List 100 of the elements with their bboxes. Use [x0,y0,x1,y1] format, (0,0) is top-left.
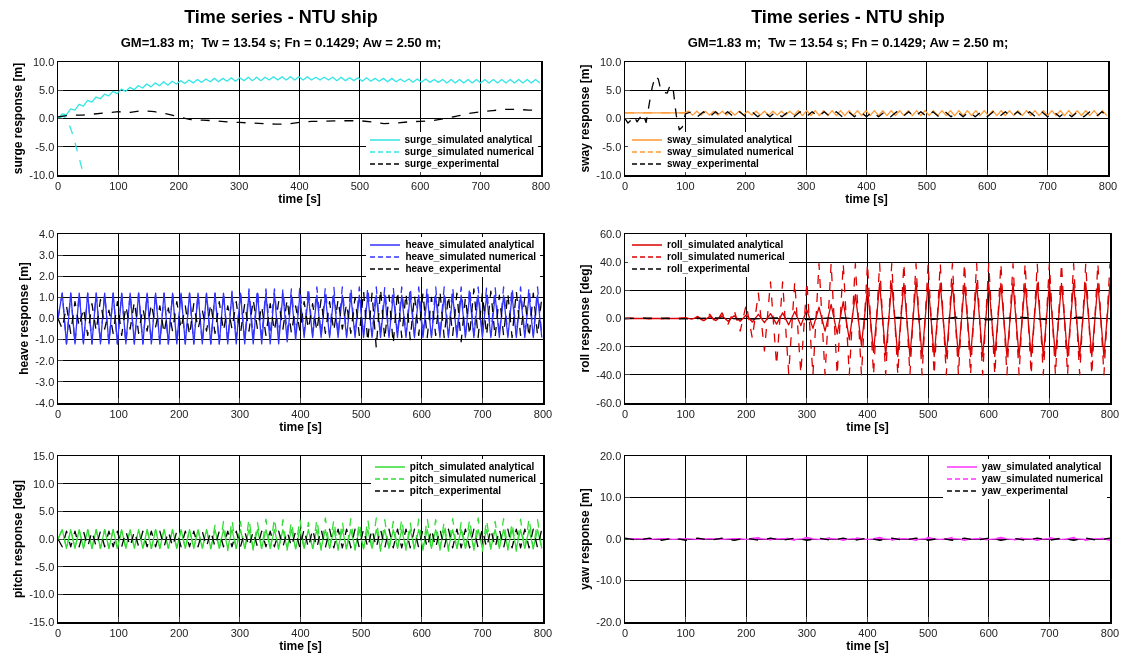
x-axis-title: time [s] [278,191,321,206]
chart-subtitle: GM=1.83 m; Tw = 13.54 s; Fn = 0.1429; Aw = 2.50 m; [120,34,442,50]
y-tick-label: 3.0 [39,248,55,261]
y-axis-title: pitch response [deg] [10,479,25,599]
x-tick-label: 300 [230,407,250,420]
x-tick-label: 400 [858,626,877,639]
x-tick-label: 200 [170,407,189,420]
x-tick-label: 800 [531,179,551,192]
y-tick-label: 20.0 [599,284,622,297]
x-tick-label: 800 [1098,179,1118,192]
x-tick-label: 400 [857,179,876,192]
legend-label: sway_simulated analytical [667,134,793,146]
legend-label: heave_simulated analytical [405,239,535,251]
legend-label: pitch_experimental [409,485,501,497]
x-tick-label: 100 [109,626,128,639]
x-tick-label: 800 [1100,407,1120,420]
x-tick-label: 300 [796,179,816,192]
x-tick-label: 600 [412,407,431,420]
legend-label: roll_simulated numerical [667,251,785,263]
x-tick-label: 800 [533,407,553,420]
x-tick-label: 700 [1040,626,1059,639]
x-tick-label: 500 [351,407,371,420]
x-tick-label: 0 [621,626,629,639]
y-tick-label: 5.0 [39,84,55,97]
y-tick-label: 10.0 [32,55,55,68]
x-tick-label: 0 [621,179,629,192]
y-tick-label: -15.0 [29,615,55,628]
x-tick-label: 200 [169,179,188,192]
y-tick-label: 5.0 [606,84,622,97]
x-tick-label: 300 [229,179,249,192]
legend-label: surge_simulated numerical [404,146,534,158]
x-axis-title: time [s] [846,419,889,434]
y-tick-label: 4.0 [39,227,55,240]
y-axis-title: heave response [m] [16,262,31,375]
x-axis-title: time [s] [845,191,888,206]
y-axis-title: sway response [m] [577,64,592,173]
y-axis-title: yaw response [m] [577,488,592,590]
x-tick-label: 500 [351,626,371,639]
x-tick-label: 600 [412,626,431,639]
legend-label: roll_simulated analytical [667,239,784,251]
legend-label: surge_simulated analytical [404,134,533,146]
y-tick-label: -3.0 [35,375,55,388]
x-tick-label: 800 [533,626,553,639]
x-tick-label: 600 [979,626,998,639]
x-axis-title: time [s] [846,638,889,653]
y-tick-label: -5.0 [602,140,622,153]
y-tick-label: 15.0 [32,449,55,462]
x-axis-title: time [s] [279,419,322,434]
x-tick-label: 500 [918,407,938,420]
y-tick-label: 0.0 [39,532,55,545]
y-tick-label: -20.0 [596,615,622,628]
chart-title: Time series - NTU ship [184,7,378,28]
y-tick-label: 0.0 [39,312,55,325]
y-tick-label: -10.0 [29,588,55,601]
x-tick-label: 0 [621,407,629,420]
legend-label: yaw_simulated numerical [981,473,1103,485]
y-tick-label: 20.0 [599,449,622,462]
chart-title: Time series - NTU ship [751,7,945,28]
y-tick-label: 1.0 [39,291,55,304]
x-tick-label: 600 [979,407,998,420]
y-tick-label: -40.0 [596,368,622,381]
x-tick-label: 700 [1038,179,1057,192]
x-tick-label: 200 [737,407,756,420]
x-tick-label: 400 [291,626,310,639]
y-tick-label: -10.0 [596,574,622,587]
y-tick-label: 5.0 [39,505,55,518]
x-tick-label: 300 [230,626,250,639]
y-tick-label: 40.0 [599,256,622,269]
y-tick-label: 0.0 [39,112,55,125]
x-tick-label: 700 [471,179,490,192]
x-tick-label: 500 [350,179,370,192]
legend-label: surge_experimental [404,158,499,170]
x-tick-label: 200 [736,179,755,192]
legend-label: sway_experimental [667,158,759,170]
x-tick-label: 0 [54,407,62,420]
y-tick-label: 2.0 [39,270,55,283]
y-tick-label: -10.0 [596,168,622,181]
y-tick-label: -4.0 [35,396,55,409]
y-tick-label: 10.0 [599,491,622,504]
y-tick-label: -1.0 [35,333,55,346]
x-tick-label: 0 [54,179,62,192]
x-tick-label: 300 [797,626,817,639]
y-tick-label: -2.0 [35,354,55,367]
x-tick-label: 500 [917,179,937,192]
y-tick-label: 0.0 [606,312,622,325]
legend-label: heave_experimental [405,263,501,275]
y-tick-label: 0.0 [606,112,622,125]
y-tick-label: 0.0 [606,532,622,545]
x-tick-label: 100 [109,179,128,192]
x-tick-label: 100 [676,407,695,420]
chart-subtitle: GM=1.83 m; Tw = 13.54 s; Fn = 0.1429; Aw = 2.50 m; [687,34,1009,50]
x-tick-label: 400 [858,407,877,420]
legend-label: sway_simulated numerical [667,146,794,158]
x-tick-label: 700 [1040,407,1059,420]
legend-label: roll_experimental [667,263,750,275]
legend-label: pitch_simulated analytical [409,461,535,473]
y-axis-title: roll response [deg] [577,264,592,373]
x-axis-title: time [s] [279,638,322,653]
x-tick-label: 400 [290,179,309,192]
y-tick-label: 10.0 [32,477,55,490]
